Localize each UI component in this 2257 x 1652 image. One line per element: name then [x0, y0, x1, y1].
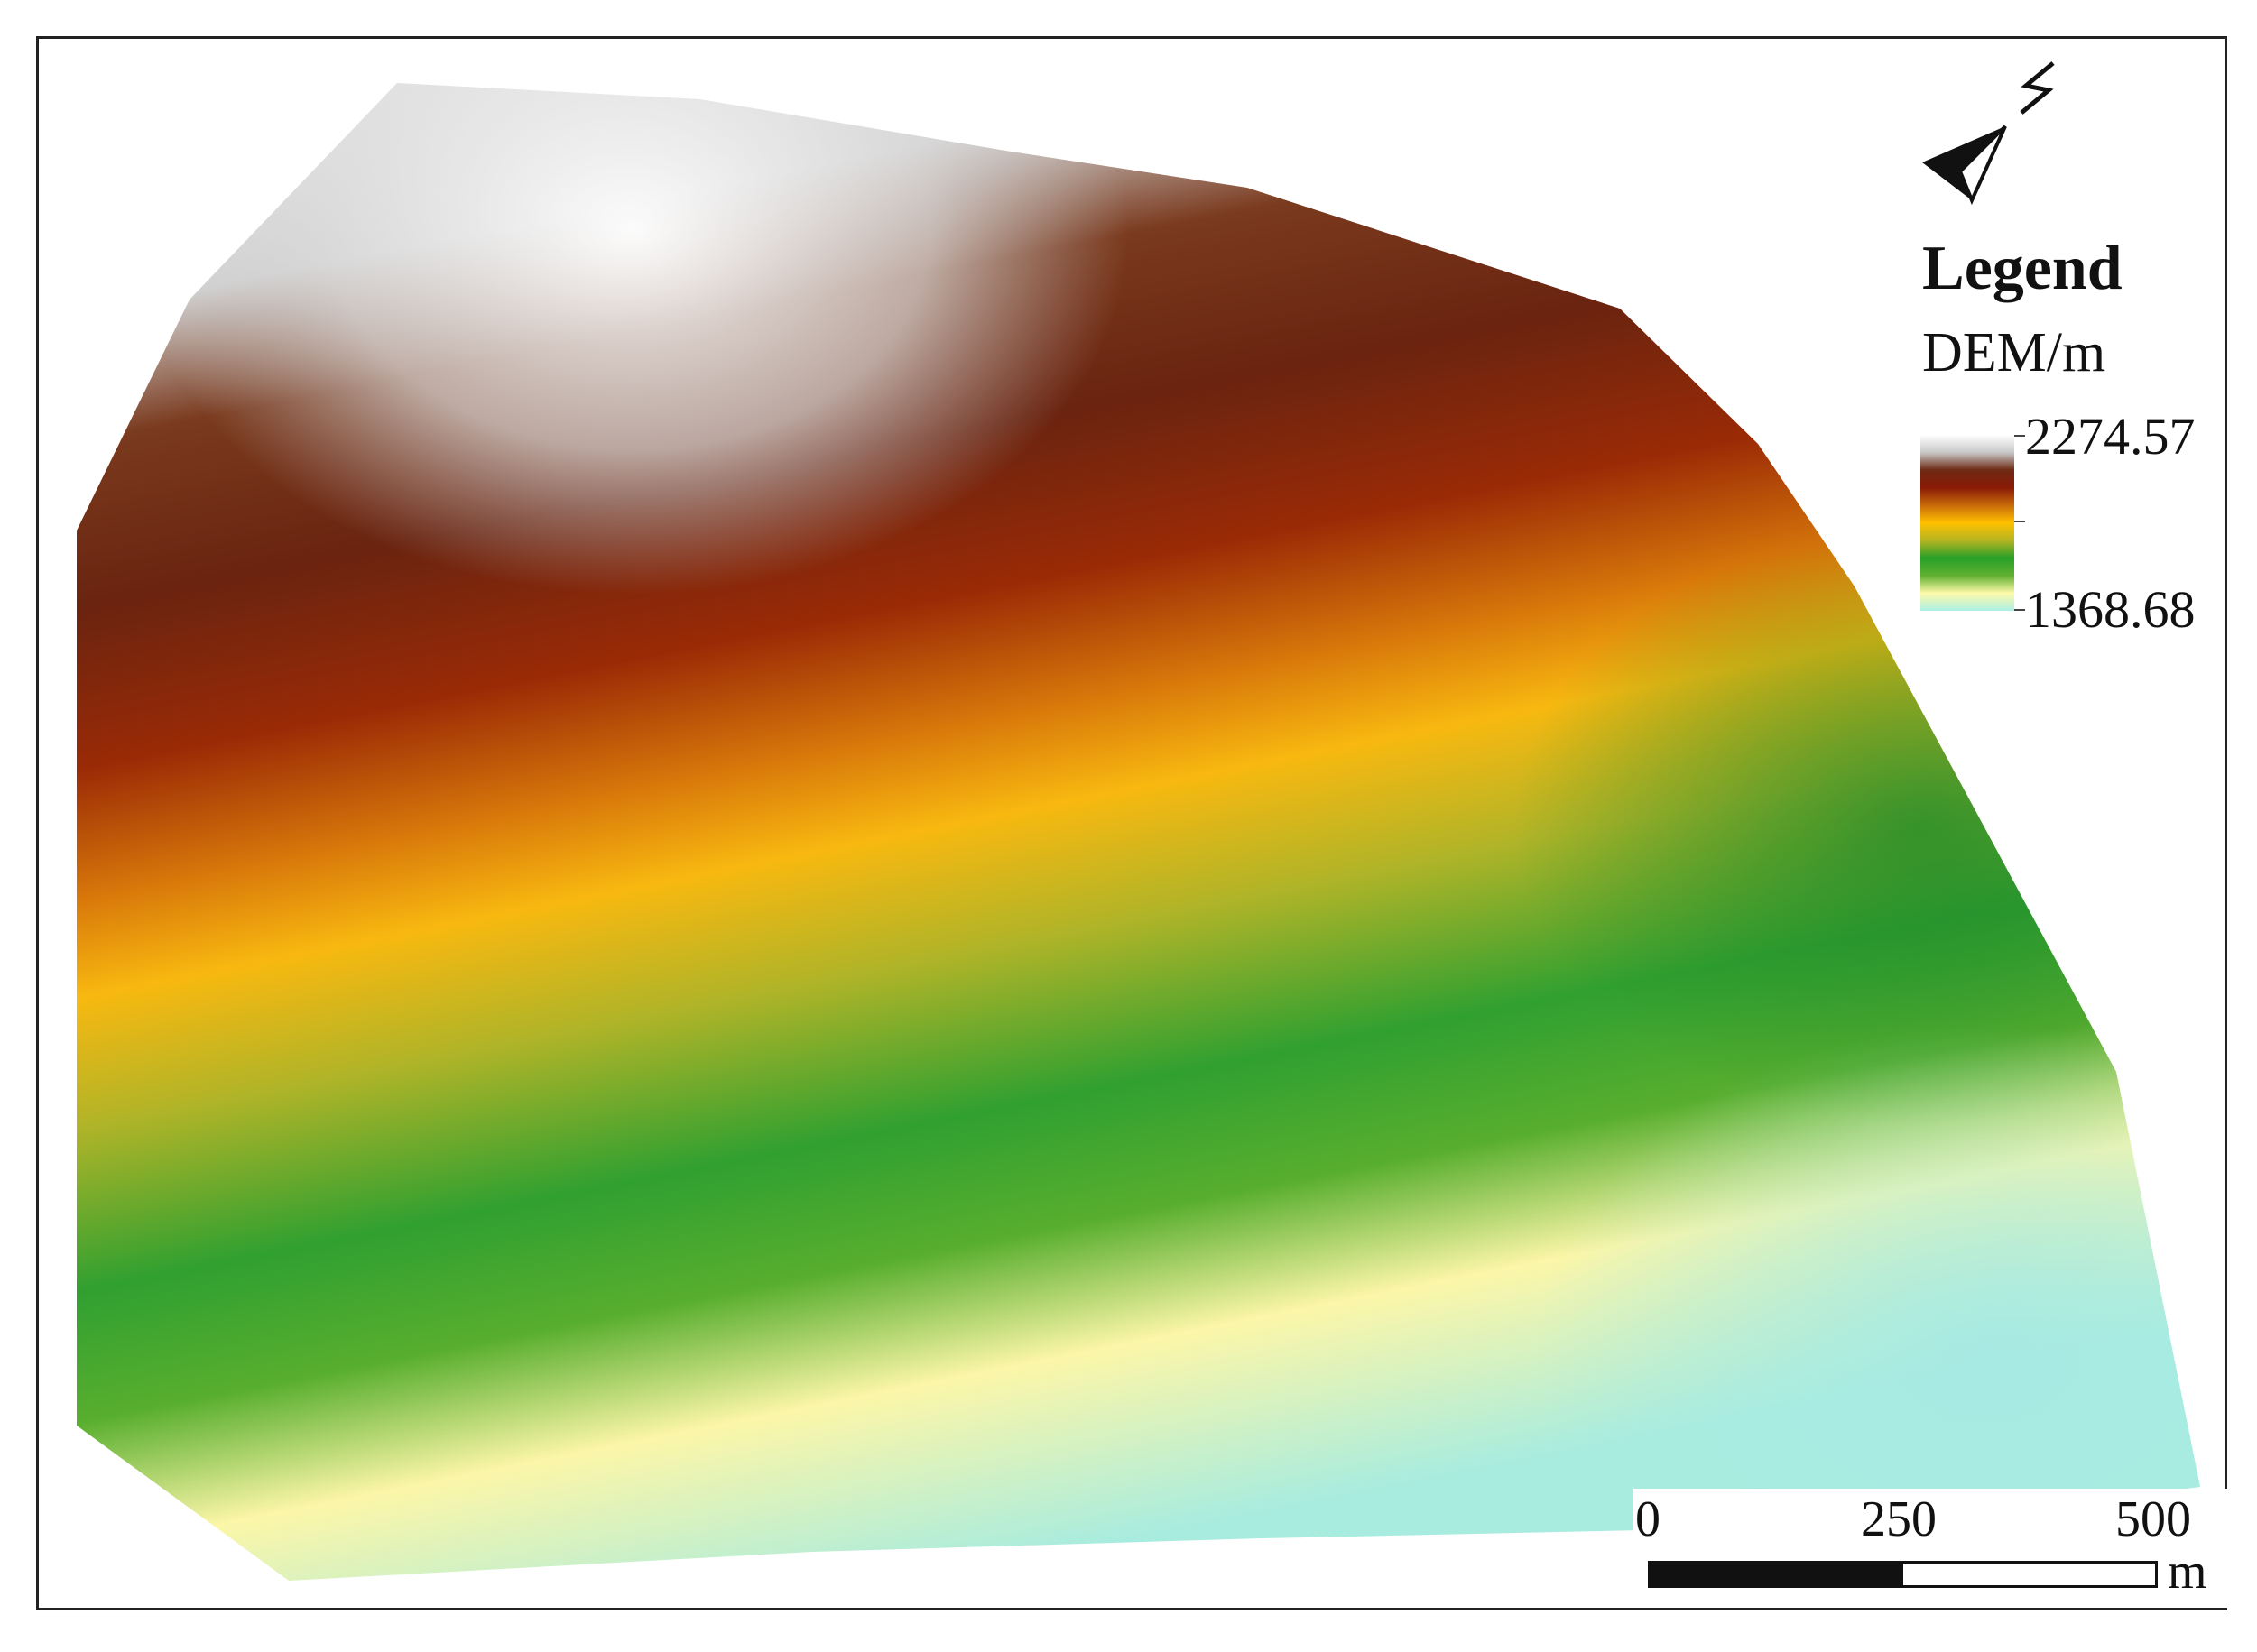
scale-label-250: 250 [1861, 1491, 1937, 1547]
legend-tick-min [2014, 609, 2025, 611]
scale-label-500: 500 [2115, 1491, 2191, 1547]
legend-color-ramp [1920, 435, 2014, 611]
legend-title: Legend [1922, 234, 2123, 303]
scale-bar-panel [1633, 1489, 2227, 1608]
legend-max-value: 2274.57 [2025, 407, 2196, 466]
legend-subtitle: DEM/m [1922, 322, 2106, 383]
scale-label-0: 0 [1635, 1491, 1660, 1547]
scale-bar-fill [1651, 1564, 1903, 1585]
legend-min-value: 1368.68 [2025, 580, 2196, 639]
legend-tick-max [2014, 435, 2025, 437]
scale-bar [1648, 1561, 2158, 1588]
legend-tick-mid [2014, 521, 2025, 522]
north-arrow-icon [1922, 61, 2055, 206]
scale-unit: m [2168, 1544, 2207, 1600]
